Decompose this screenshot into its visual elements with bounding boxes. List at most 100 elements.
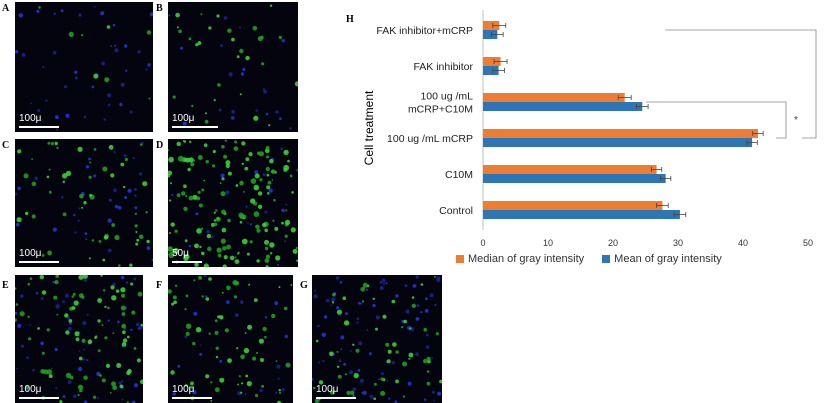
cell-dot (252, 25, 258, 31)
cell-dot (423, 327, 427, 332)
nucleus-dot (121, 398, 124, 401)
bar-mean (483, 138, 753, 147)
nucleus-dot (82, 321, 87, 326)
nucleus-dot (67, 380, 72, 384)
cell-dot (411, 296, 415, 299)
nucleus-dot (268, 188, 273, 193)
cell-dot (239, 180, 244, 186)
nucleus-dot (386, 379, 389, 382)
nucleus-dot (375, 315, 380, 320)
cell-dot (198, 275, 203, 280)
cell-dot (244, 332, 247, 334)
nucleus-dot (407, 381, 412, 386)
micrograph-image (168, 275, 293, 403)
nucleus-dot (223, 16, 228, 20)
nucleus-dot (437, 391, 442, 396)
cell-dot (99, 374, 102, 377)
cell-dot (27, 315, 30, 318)
cell-dot (241, 141, 246, 146)
cell-dot (268, 124, 271, 127)
cell-dot (227, 171, 232, 176)
cell-dot (220, 238, 226, 244)
cell-dot (184, 239, 188, 243)
cell-dot (185, 157, 190, 163)
nucleus-dot (242, 67, 246, 71)
cell-dot (213, 211, 216, 214)
cell-dot (246, 381, 252, 387)
cell-dot (241, 162, 244, 165)
nucleus-dot (254, 170, 258, 175)
nucleus-dot (114, 48, 119, 53)
nucleus-dot (55, 304, 60, 309)
cell-dot (195, 43, 199, 47)
cell-dot (402, 361, 408, 367)
cell-dot (106, 25, 111, 29)
nucleus-dot (281, 39, 285, 43)
x-tick-label: 50 (803, 238, 813, 248)
nucleus-dot (231, 110, 235, 114)
cell-dot (112, 332, 115, 334)
nucleus-dot (134, 206, 138, 210)
nucleus-dot (17, 323, 22, 328)
nucleus-dot (30, 102, 33, 105)
cell-dot (337, 374, 342, 379)
cell-dot (260, 35, 264, 40)
cell-dot (192, 159, 195, 162)
nucleus-dot (231, 116, 235, 120)
nucleus-dot (312, 377, 314, 381)
nucleus-dot (61, 196, 64, 199)
cell-dot (229, 255, 235, 261)
x-tick-label: 20 (608, 238, 618, 248)
nucleus-dot (52, 281, 55, 284)
nucleus-dot (145, 68, 148, 71)
nucleus-dot (425, 297, 428, 301)
nucleus-dot (107, 319, 110, 322)
cell-dot (296, 259, 298, 262)
nucleus-dot (285, 203, 288, 206)
scale-bar (172, 126, 218, 128)
nucleus-dot (146, 246, 151, 250)
cell-dot (194, 262, 199, 267)
cell-dot (116, 363, 122, 368)
nucleus-dot (280, 147, 284, 151)
nucleus-dot (132, 157, 135, 159)
cell-dot (176, 193, 181, 198)
cell-dot (199, 245, 202, 249)
scale-bar (19, 126, 59, 128)
cell-dot (168, 156, 174, 163)
cell-dot (219, 182, 222, 185)
cell-dot (285, 209, 288, 212)
nucleus-dot (195, 212, 199, 216)
nucleus-dot (93, 5, 96, 8)
nucleus-dot (85, 165, 90, 169)
cell-dot (253, 184, 260, 191)
nucleus-dot (110, 45, 113, 47)
cell-dot (129, 263, 133, 267)
nucleus-dot (368, 352, 372, 356)
nucleus-dot (277, 263, 279, 266)
micrograph-image (15, 141, 153, 267)
cell-dot (185, 331, 190, 336)
cell-dot (55, 275, 60, 278)
cell-dot (215, 346, 219, 350)
cell-dot (197, 155, 203, 160)
cell-dot (46, 369, 53, 375)
cell-dot (234, 140, 238, 144)
nucleus-dot (382, 282, 386, 285)
cell-dot (254, 173, 260, 179)
cell-dot (68, 319, 73, 323)
bar-chart: H 0 10 20 30 40 50 FAK inhibitor+mCRP FAK inhibi… (345, 0, 826, 270)
nucleus-dot (352, 387, 357, 392)
panel-letter-f: F (156, 280, 163, 291)
nucleus-dot (240, 72, 245, 76)
cell-dot (103, 235, 109, 240)
cell-dot (217, 83, 221, 87)
cell-dot (403, 319, 407, 324)
nucleus-dot (35, 292, 39, 295)
cell-dot (266, 155, 269, 159)
cell-dot (225, 163, 230, 169)
cell-dot (262, 222, 267, 228)
nucleus-dot (372, 303, 376, 308)
cell-dot (237, 383, 239, 386)
cell-dot (172, 95, 176, 99)
